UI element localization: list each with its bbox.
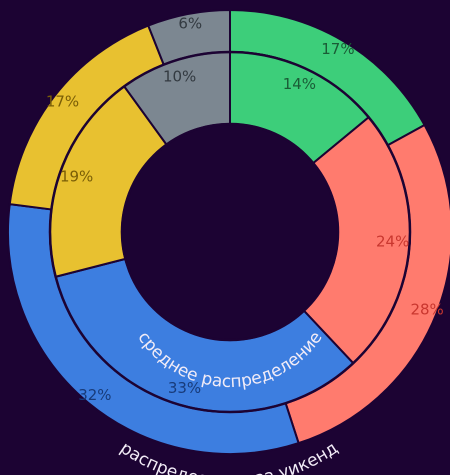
slices-layer (7, 8, 450, 455)
inner-slice-label-4: 10% (163, 67, 196, 85)
labels-layer: 17% 28% 32% 17% 6% 14% 24% 33% 19% 10% (46, 14, 444, 404)
outer-slice-label-0: 17% (321, 40, 354, 58)
inner-slice-label-0: 14% (283, 75, 316, 93)
ring-separator-0 (120, 122, 340, 342)
inner-slice-label-2: 33% (168, 379, 201, 397)
outer-slice-label-3: 17% (46, 93, 79, 111)
inner-slice-label-1: 24% (376, 233, 409, 251)
inner-slice-label-3: 19% (60, 167, 93, 185)
outer-slice-label-4: 6% (178, 14, 202, 32)
outer-slice-label-2: 32% (78, 386, 111, 404)
ring-separator-1 (48, 50, 412, 414)
outer-slice-label-1: 28% (410, 301, 443, 319)
